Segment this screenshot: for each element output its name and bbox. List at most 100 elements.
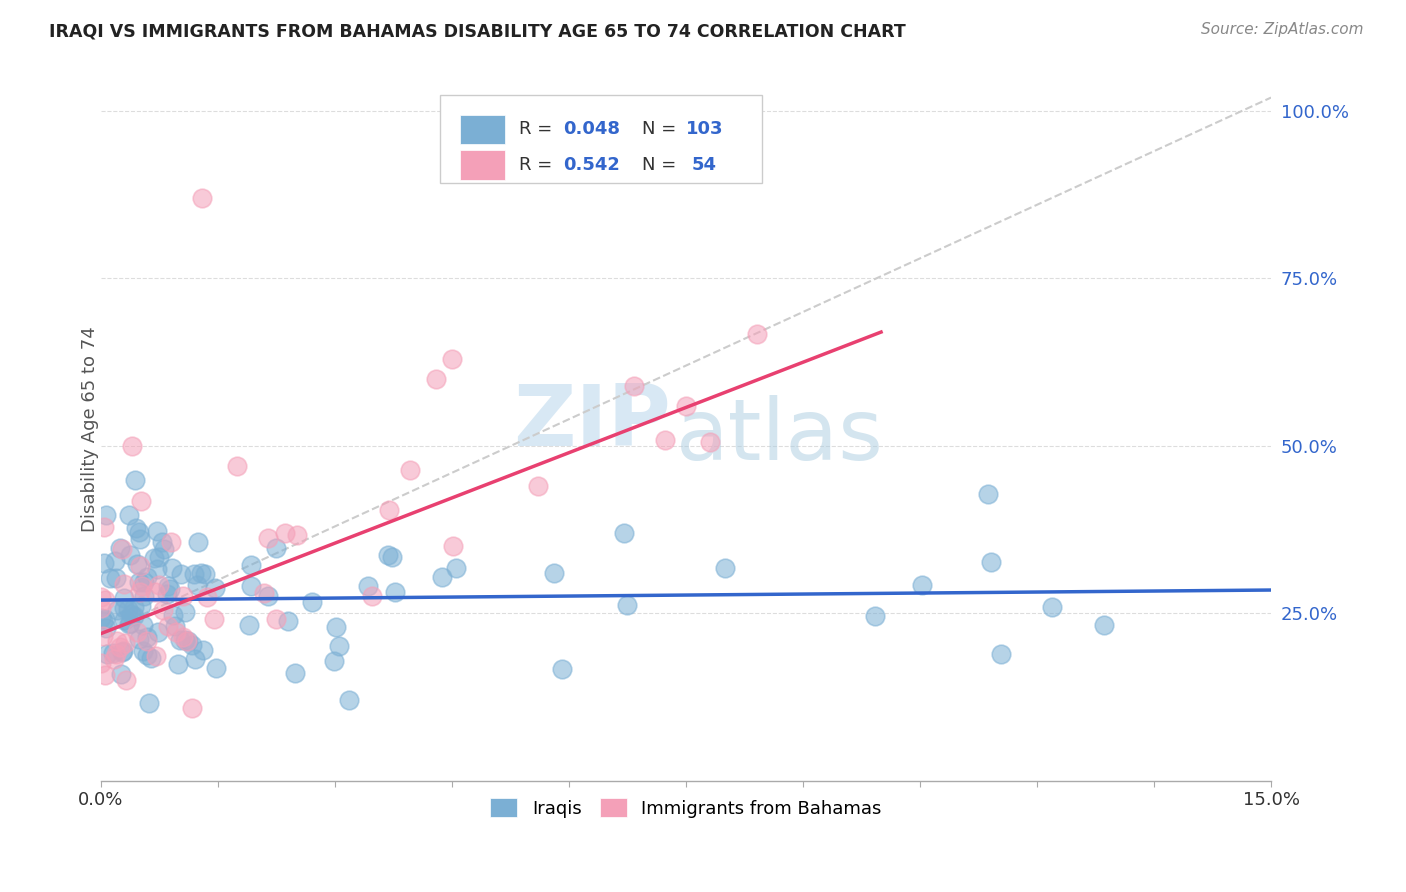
Point xyxy=(103,646,125,660)
Point xyxy=(357,579,380,593)
Point xyxy=(191,642,214,657)
Point xyxy=(134,589,156,603)
Point xyxy=(181,638,204,652)
Point xyxy=(328,639,350,653)
Bar xyxy=(460,114,505,145)
Point xyxy=(104,554,127,568)
Point xyxy=(93,520,115,534)
Point xyxy=(173,632,195,647)
Point xyxy=(104,571,127,585)
Point xyxy=(105,633,128,648)
Text: 103: 103 xyxy=(686,120,724,138)
Point xyxy=(172,630,194,644)
Point xyxy=(699,435,721,450)
Point xyxy=(93,593,115,607)
Point xyxy=(252,585,274,599)
Point xyxy=(94,668,117,682)
Text: R =: R = xyxy=(519,120,558,138)
Point xyxy=(378,503,401,517)
Point xyxy=(128,559,150,574)
Point xyxy=(132,618,155,632)
Point xyxy=(165,619,187,633)
Point xyxy=(226,459,249,474)
Text: Source: ZipAtlas.com: Source: ZipAtlas.com xyxy=(1201,22,1364,37)
Point xyxy=(145,562,167,576)
Point xyxy=(186,578,208,592)
Point xyxy=(399,463,422,477)
Point xyxy=(124,474,146,488)
Point xyxy=(181,701,204,715)
Point xyxy=(156,587,179,601)
Point xyxy=(377,548,399,562)
Point xyxy=(112,577,135,591)
Text: IRAQI VS IMMIGRANTS FROM BAHAMAS DISABILITY AGE 65 TO 74 CORRELATION CHART: IRAQI VS IMMIGRANTS FROM BAHAMAS DISABIL… xyxy=(49,22,905,40)
Point xyxy=(93,556,115,570)
Point xyxy=(145,649,167,664)
Point xyxy=(136,648,159,662)
Point xyxy=(103,651,125,665)
Text: ZIP: ZIP xyxy=(513,381,671,464)
Point xyxy=(381,550,404,565)
Point xyxy=(322,655,344,669)
Text: N =: N = xyxy=(641,156,682,174)
Point xyxy=(125,624,148,639)
Point xyxy=(128,632,150,647)
Point xyxy=(204,581,226,595)
Point xyxy=(980,555,1002,569)
Point xyxy=(205,661,228,675)
Text: N =: N = xyxy=(641,120,682,138)
Point xyxy=(110,541,132,556)
Point xyxy=(146,524,169,538)
Point xyxy=(150,535,173,549)
Point xyxy=(128,524,150,539)
Point xyxy=(152,602,174,616)
Point xyxy=(194,567,217,582)
Point xyxy=(301,595,323,609)
Point xyxy=(129,533,152,547)
Point xyxy=(264,541,287,556)
Point xyxy=(623,379,645,393)
Point xyxy=(444,561,467,575)
Point xyxy=(325,620,347,634)
Point xyxy=(165,625,187,640)
Point xyxy=(202,612,225,626)
Point xyxy=(169,633,191,648)
Point xyxy=(131,579,153,593)
Point xyxy=(129,585,152,599)
Text: atlas: atlas xyxy=(676,395,883,478)
FancyBboxPatch shape xyxy=(440,95,762,183)
Point xyxy=(118,616,141,631)
Point xyxy=(430,570,453,584)
Point xyxy=(156,578,179,592)
Point xyxy=(160,534,183,549)
Point xyxy=(111,644,134,658)
Point xyxy=(131,599,153,614)
Point xyxy=(94,508,117,523)
Point xyxy=(239,579,262,593)
Point xyxy=(122,600,145,615)
Point xyxy=(159,582,181,596)
Point xyxy=(176,634,198,648)
Point xyxy=(713,561,735,575)
Point xyxy=(160,561,183,575)
Point xyxy=(183,567,205,582)
Point xyxy=(90,611,112,625)
Point xyxy=(148,625,170,640)
Point xyxy=(176,634,198,648)
Point xyxy=(112,591,135,606)
Point xyxy=(184,652,207,666)
Point xyxy=(863,609,886,624)
Point xyxy=(115,673,138,687)
Point xyxy=(117,602,139,616)
Point xyxy=(239,558,262,573)
Point xyxy=(129,494,152,508)
Text: R =: R = xyxy=(519,156,558,174)
Point xyxy=(616,598,638,612)
Point xyxy=(132,644,155,658)
Point xyxy=(128,574,150,589)
Point xyxy=(174,606,197,620)
Point xyxy=(136,630,159,644)
Point xyxy=(170,566,193,581)
Point xyxy=(143,551,166,566)
Point xyxy=(284,666,307,681)
